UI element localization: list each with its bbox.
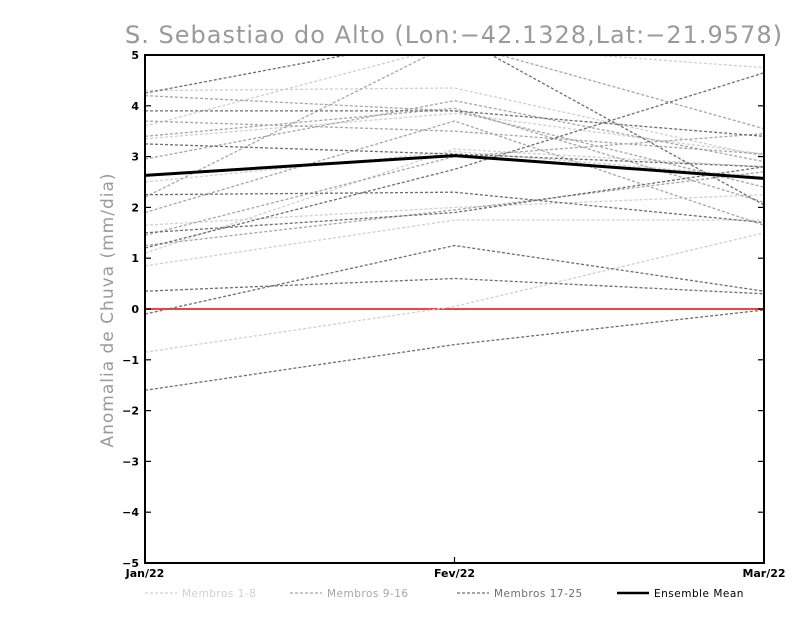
- y-tick-label: −1: [122, 354, 139, 367]
- member-line-25: [144, 309, 765, 391]
- legend-label-3: Membros 17-25: [494, 588, 583, 600]
- member-line-6: [144, 219, 764, 267]
- member-line-14: [144, 133, 765, 236]
- ensemble-mean-line: [144, 154, 765, 180]
- member-line-13: [144, 120, 765, 226]
- y-tick-label: 2: [131, 201, 139, 214]
- member-line-16: [144, 171, 765, 247]
- x-tick-label: Fev/22: [434, 567, 475, 580]
- y-tick-label: −2: [122, 405, 139, 418]
- y-tick-label: −3: [122, 455, 139, 468]
- legend-label-4: Ensemble Mean: [654, 588, 744, 600]
- member-line-11: [144, 100, 765, 163]
- y-tick-label: 1: [131, 252, 139, 265]
- y-tick-label: −5: [122, 557, 139, 570]
- member-line-4: [144, 148, 765, 254]
- member-line-18: [145, 110, 765, 137]
- y-axis-label: Anomalia de Chuva (mm/dia): [98, 172, 118, 447]
- y-tick-label: 5: [131, 49, 139, 62]
- member-line-19: [144, 143, 765, 168]
- member-line-5: [144, 232, 765, 353]
- y-tick-label: 3: [131, 151, 139, 164]
- member-line-21: [144, 166, 765, 234]
- chart-title-overlay: S. Sebastiao do Alto (Lon:−42.1328,Lat:−…: [125, 21, 783, 49]
- member-line-8: [144, 44, 765, 127]
- member-line-2: [144, 112, 765, 155]
- member-line-9: [144, 94, 765, 188]
- member-line-20: [144, 191, 765, 224]
- member-line-10: [144, 120, 765, 155]
- member-line-22: [144, 72, 765, 249]
- legend-label-2: Membros 9-16: [327, 588, 409, 600]
- member-line-1: [144, 87, 765, 158]
- x-tick-label: Jan/22: [125, 567, 165, 580]
- member-line-17: [144, 34, 765, 206]
- legend-label-1: Membros 1-8: [182, 588, 256, 600]
- member-line-3: [144, 150, 765, 183]
- member-line-24: [144, 244, 765, 315]
- plot-top-mask: [143, 0, 766, 54]
- y-tick-label: −4: [122, 506, 139, 519]
- y-tick-label: 0: [131, 303, 139, 316]
- x-tick-label: Mar/22: [742, 567, 785, 580]
- member-line-7: [144, 194, 765, 226]
- y-tick-label: 4: [131, 100, 139, 113]
- member-line-23: [144, 277, 765, 295]
